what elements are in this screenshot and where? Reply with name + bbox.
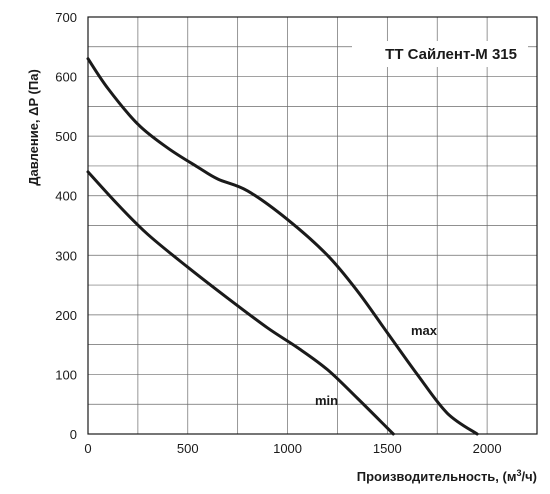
series-label-min: min	[315, 393, 338, 408]
y-tick-labels: 0 100 200 300 400 500 600 700	[55, 10, 77, 442]
series-line-max	[86, 57, 479, 436]
y-tick-label: 300	[55, 248, 77, 263]
x-axis-label-superscript: 3	[516, 468, 521, 478]
x-tick-labels: 0 500 1000 1500 2000	[84, 441, 501, 456]
x-axis-label: Производительность, (м3/ч)	[357, 468, 537, 484]
x-tick-label: 1000	[273, 441, 302, 456]
x-tick-label: 0	[84, 441, 91, 456]
y-tick-label: 700	[55, 10, 77, 25]
y-tick-label: 600	[55, 70, 77, 85]
grid	[88, 17, 537, 434]
x-tick-label: 2000	[473, 441, 502, 456]
x-axis-label-main: Производительность, (м	[357, 469, 517, 484]
curves	[86, 57, 479, 436]
chart-title: ТТ Сайлент-М 315	[385, 46, 517, 63]
y-tick-label: 200	[55, 308, 77, 323]
x-tick-label: 1500	[373, 441, 402, 456]
plot-frame	[87, 16, 538, 435]
series-line-min	[86, 170, 395, 436]
title-background	[352, 41, 528, 67]
y-tick-label: 100	[55, 367, 77, 382]
y-tick-label: 400	[55, 189, 77, 204]
y-tick-label: 500	[55, 129, 77, 144]
x-axis-label-tail: /ч)	[522, 469, 538, 484]
series-label-max: max	[411, 323, 438, 338]
x-tick-label: 500	[177, 441, 199, 456]
y-tick-label: 0	[70, 427, 77, 442]
y-axis-label: Давление, ΔP (Па)	[26, 69, 41, 186]
